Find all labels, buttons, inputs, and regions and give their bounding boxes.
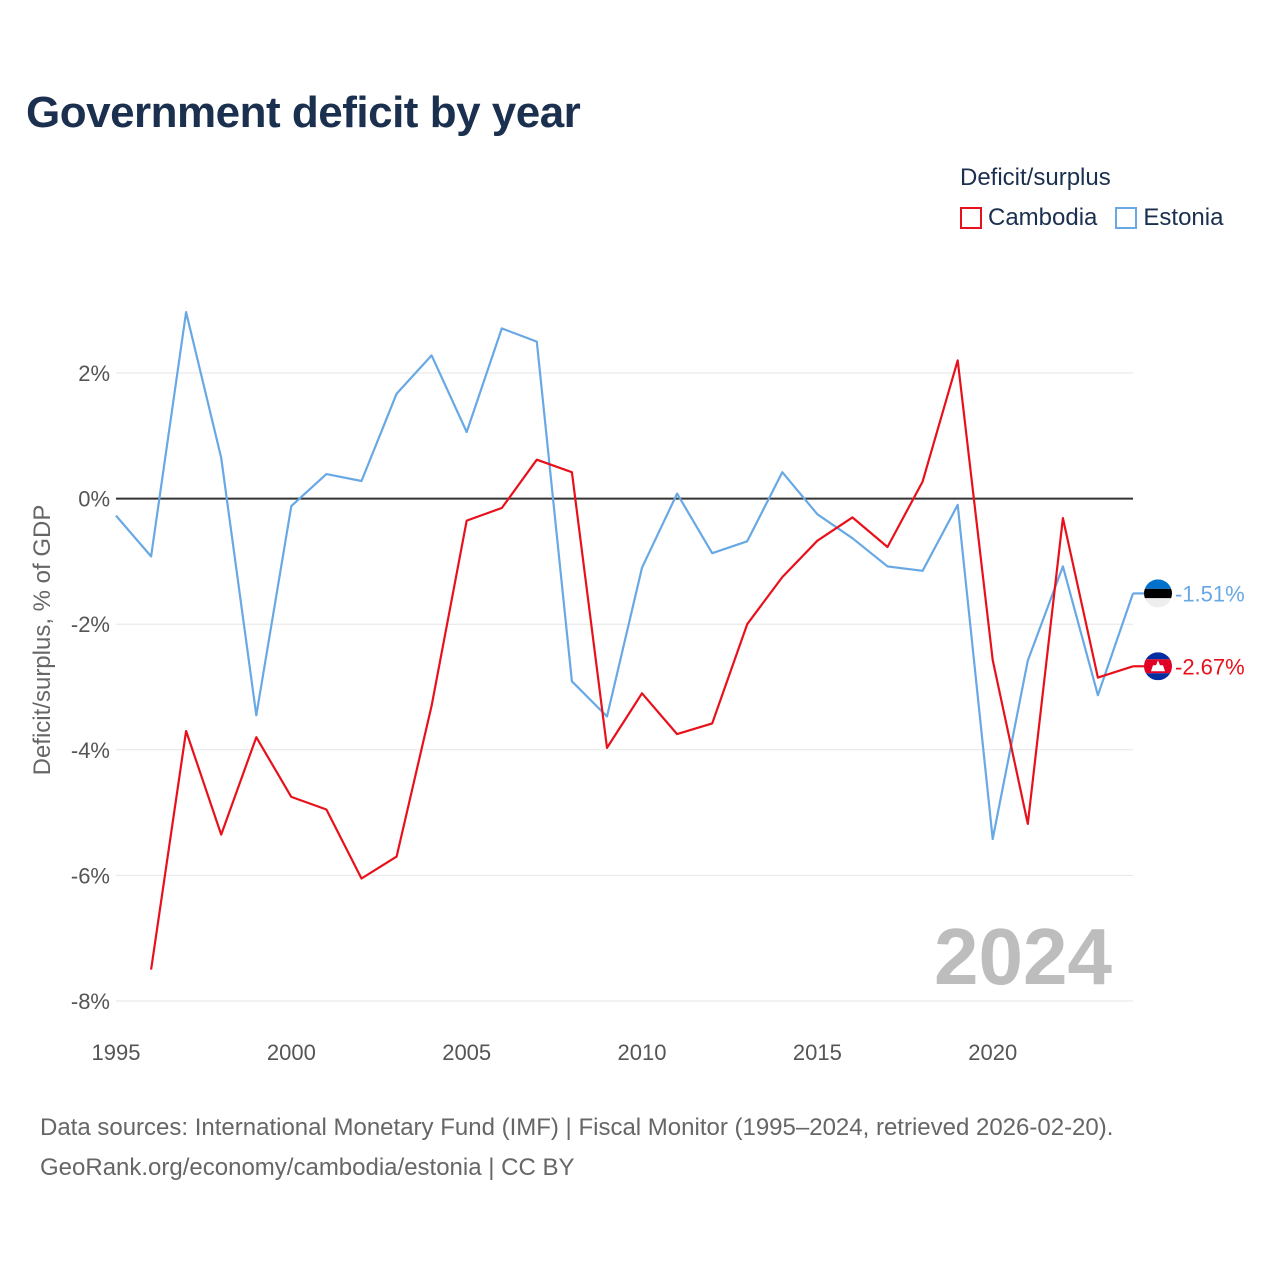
flag-temple: [1151, 660, 1165, 672]
chart-title: Government deficit by year: [26, 88, 581, 137]
flag-stripe-blue: [1144, 652, 1172, 660]
legend-title: Deficit/surplus: [960, 164, 1111, 191]
estonia-flag-icon: [1144, 579, 1172, 608]
legend-item-estonia[interactable]: Estonia: [1115, 204, 1223, 232]
legend-label-cambodia: Cambodia: [988, 204, 1098, 231]
flag-stripe-blue: [1144, 673, 1172, 681]
y-tick-label: -6%: [71, 863, 110, 888]
legend-label-estonia: Estonia: [1143, 204, 1224, 231]
series-lines: [115, 311, 1135, 970]
x-axis-ticks: 1995 2000 2005 2010 2015 2020: [92, 1040, 1018, 1065]
y-tick-label: -8%: [71, 989, 110, 1014]
x-tick-label: 1995: [92, 1040, 141, 1065]
flag-stripe-black: [1144, 588, 1172, 599]
y-tick-label: -2%: [71, 612, 110, 637]
footer-source: Data sources: International Monetary Fun…: [40, 1114, 1114, 1141]
end-label-cambodia: -2.67%: [1175, 654, 1245, 679]
gridlines: [116, 372, 1133, 1002]
x-tick-label: 2010: [618, 1040, 667, 1065]
y-tick-label: 2%: [78, 361, 110, 386]
x-tick-label: 2000: [267, 1040, 316, 1065]
flag-stripe-blue: [1144, 579, 1172, 589]
y-axis-ticks: 2% 0% -2% -4% -6% -8%: [71, 361, 110, 1014]
series-line-estonia: [115, 311, 1135, 841]
y-tick-label: 0%: [78, 487, 110, 512]
x-tick-label: 2015: [793, 1040, 842, 1065]
series-line-cambodia: [150, 359, 1134, 970]
footer-link[interactable]: GeoRank.org/economy/cambodia/estonia | C…: [40, 1154, 575, 1181]
end-labels: -1.51% -2.67%: [1133, 579, 1245, 681]
legend-swatch-estonia: [1115, 207, 1138, 229]
legend-swatch-cambodia: [960, 207, 982, 229]
footer: Data sources: International Monetary Fun…: [40, 1108, 1113, 1188]
x-tick-label: 2020: [968, 1040, 1017, 1065]
y-tick-label: -4%: [71, 738, 110, 763]
year-watermark: 2024: [934, 912, 1112, 1001]
flag-stripe-white: [1144, 598, 1172, 608]
legend-item-cambodia[interactable]: Cambodia: [960, 204, 1097, 232]
legend: Cambodia Estonia: [960, 204, 1223, 232]
end-label-estonia: -1.51%: [1175, 581, 1245, 606]
cambodia-flag-icon: [1144, 652, 1172, 681]
x-tick-label: 2005: [442, 1040, 491, 1065]
y-axis-label: Deficit/surplus, % of GDP: [29, 505, 56, 776]
